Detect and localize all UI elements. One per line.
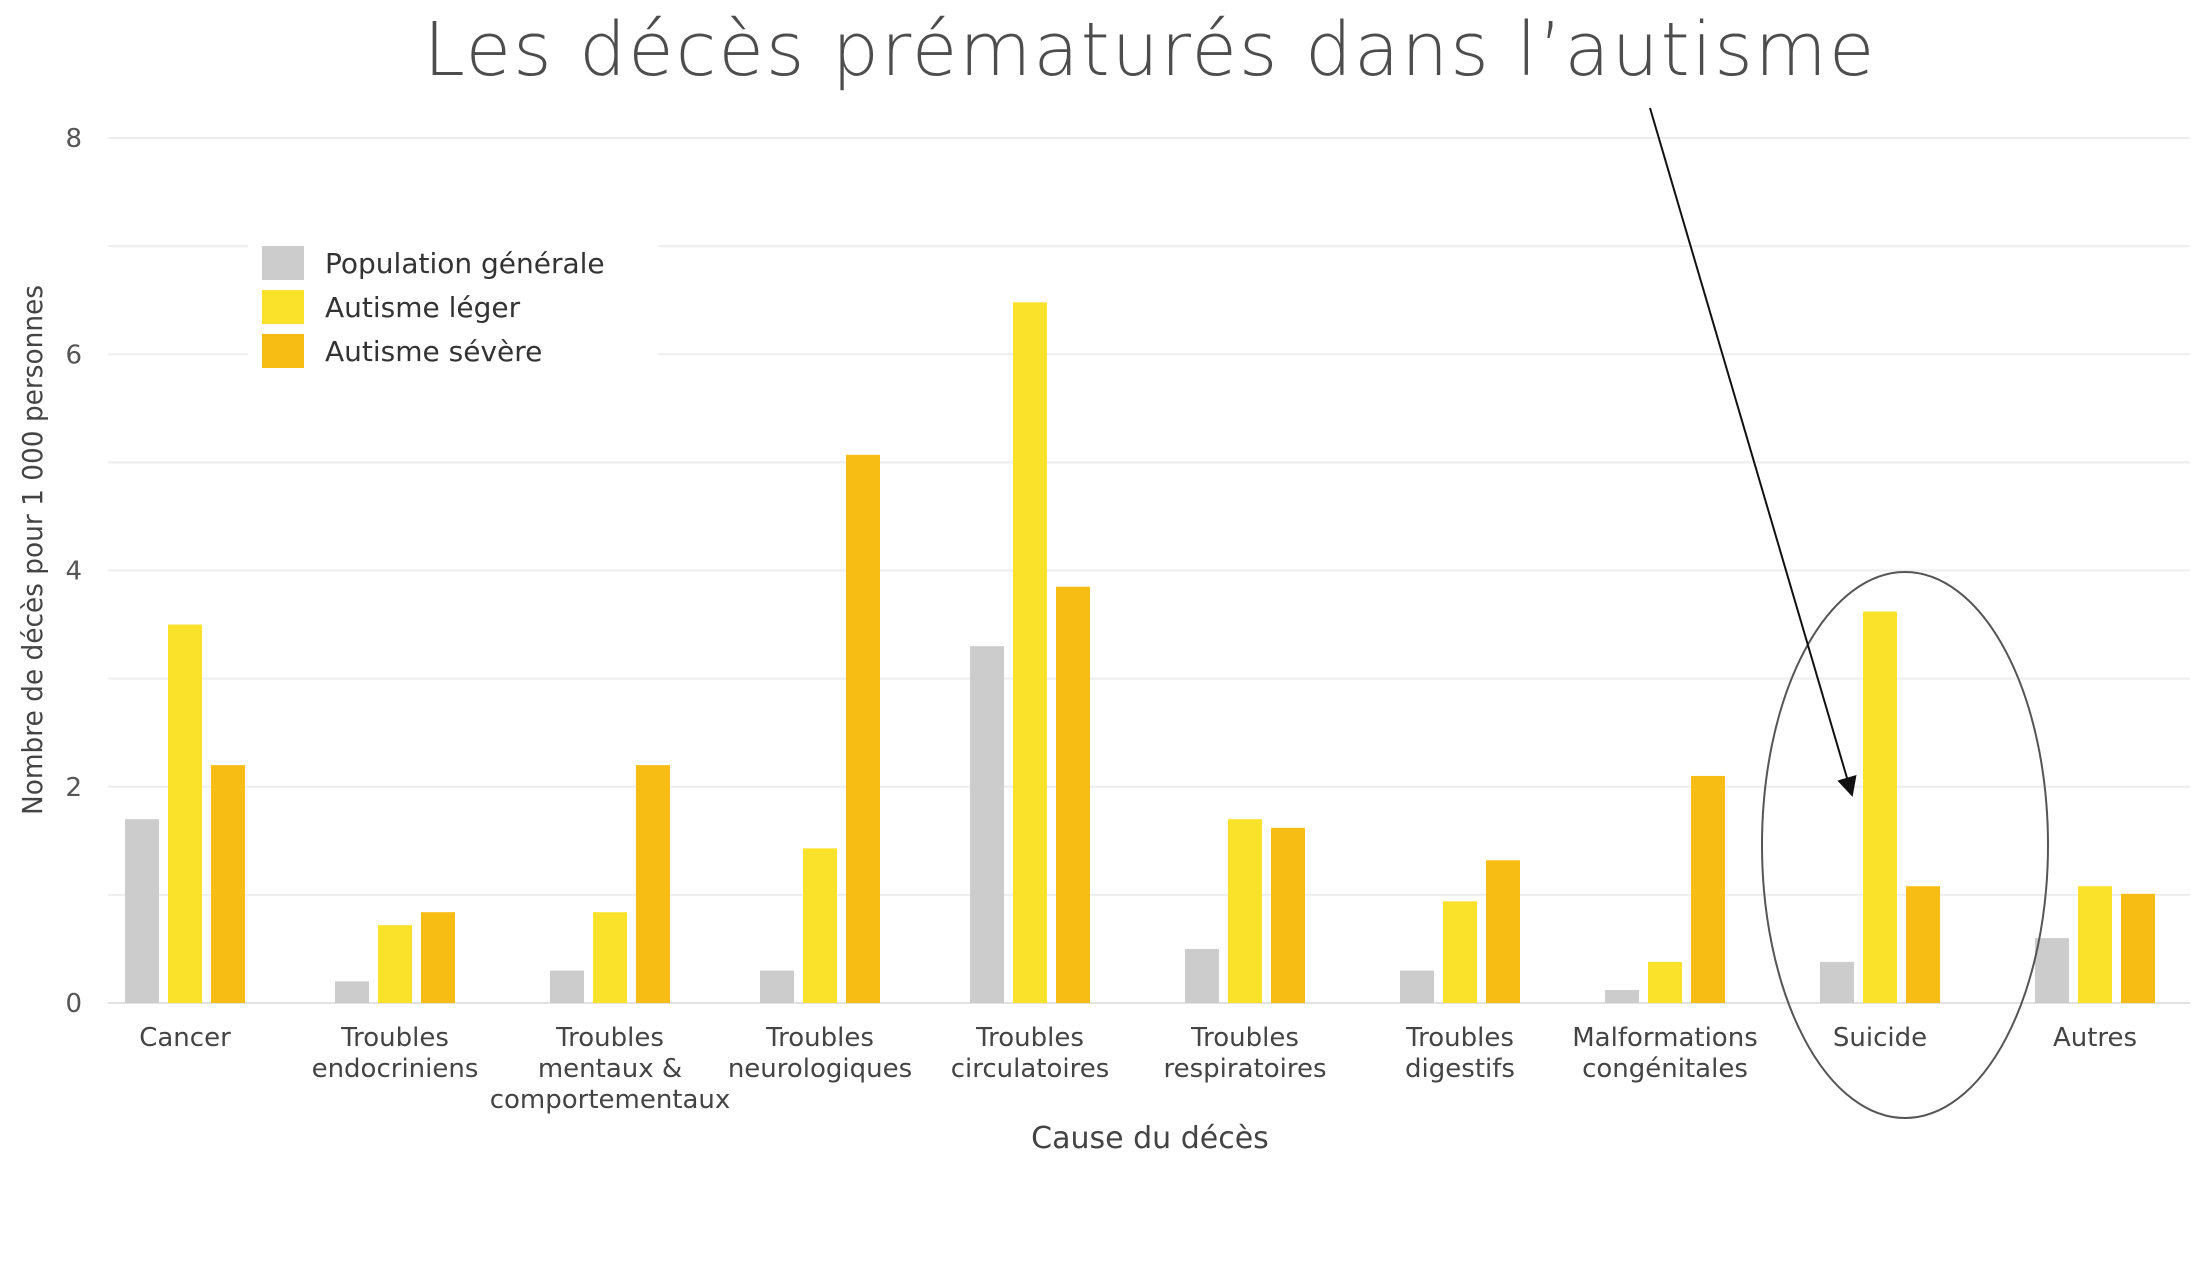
bar (1486, 860, 1520, 1003)
bar (1691, 775, 1725, 1003)
bar (1185, 948, 1219, 1003)
bar (2078, 886, 2112, 1003)
bar (1013, 302, 1047, 1004)
bar (636, 765, 670, 1003)
x-tick-label: congénitales (1582, 1054, 1748, 1084)
bar (211, 765, 245, 1003)
legend-label: Population générale (325, 247, 605, 280)
chart-title: Les décès prématurés dans l’autisme (424, 7, 1877, 93)
x-axis-category-labels: Cancer TroublesendocriniensTroublesmentau… (139, 1023, 2137, 1115)
x-tick-label: Autres (2053, 1023, 2137, 1053)
bar (378, 925, 412, 1003)
legend-background (248, 232, 658, 380)
bar (550, 970, 584, 1003)
x-tick-label: Troubles (765, 1023, 874, 1053)
bar (1056, 586, 1090, 1003)
bar (1228, 819, 1262, 1003)
bar (2035, 938, 2069, 1003)
bar (1906, 886, 1940, 1003)
x-tick-label: Troubles (1405, 1023, 1514, 1053)
x-tick-label: comportementaux (490, 1085, 731, 1115)
legend-swatch (262, 290, 304, 324)
x-tick-label: respiratoires (1164, 1054, 1327, 1084)
x-tick-label: Cancer (139, 1023, 231, 1053)
suicide-highlight-ellipse (1761, 571, 2049, 1119)
bar (803, 848, 837, 1003)
bar (846, 454, 880, 1003)
bar (1648, 961, 1682, 1003)
y-axis-ticks: 0 2 4 6 8 (65, 124, 82, 1019)
x-tick-label: mentaux & (538, 1054, 682, 1084)
legend-label: Autisme sévère (325, 335, 542, 368)
x-tick-label: Troubles (340, 1023, 449, 1053)
legend-swatch (262, 334, 304, 368)
x-tick-label: Troubles (555, 1023, 664, 1053)
bar (1271, 827, 1305, 1003)
bar (1820, 961, 1854, 1003)
bar (593, 912, 627, 1003)
x-axis-label: Cause du décès (1031, 1121, 1269, 1156)
bar (970, 646, 1004, 1003)
bar (1605, 990, 1639, 1003)
x-tick-label: circulatoires (951, 1054, 1110, 1084)
bar (1443, 901, 1477, 1003)
x-tick-label: neurologiques (728, 1054, 912, 1084)
x-tick-label: Troubles (1190, 1023, 1299, 1053)
y-tick-label: 0 (65, 989, 82, 1019)
legend-label: Autisme léger (325, 291, 521, 324)
x-tick-label: endocriniens (312, 1054, 479, 1084)
bar (125, 819, 159, 1003)
x-tick-label: digestifs (1405, 1054, 1515, 1084)
bar (2121, 893, 2155, 1003)
legend-swatch (262, 246, 304, 280)
y-tick-label: 4 (65, 557, 82, 587)
y-tick-label: 6 (65, 340, 82, 370)
legend: Population générale Autisme léger Autisme … (248, 232, 658, 380)
bars (125, 302, 2155, 1004)
y-axis-label: Nombre de décès pour 1 000 personnes (16, 285, 49, 815)
bar (1400, 970, 1434, 1003)
x-tick-label: Malformations (1572, 1023, 1758, 1053)
bar (760, 970, 794, 1003)
bar (168, 624, 202, 1003)
bar (421, 912, 455, 1003)
x-tick-label: Troubles (975, 1023, 1084, 1053)
bar (335, 981, 369, 1003)
y-tick-label: 2 (65, 773, 82, 803)
annotation-arrow (1649, 107, 1857, 797)
x-tick-label: Suicide (1833, 1023, 1927, 1053)
bar (1863, 611, 1897, 1003)
y-tick-label: 8 (65, 124, 82, 154)
